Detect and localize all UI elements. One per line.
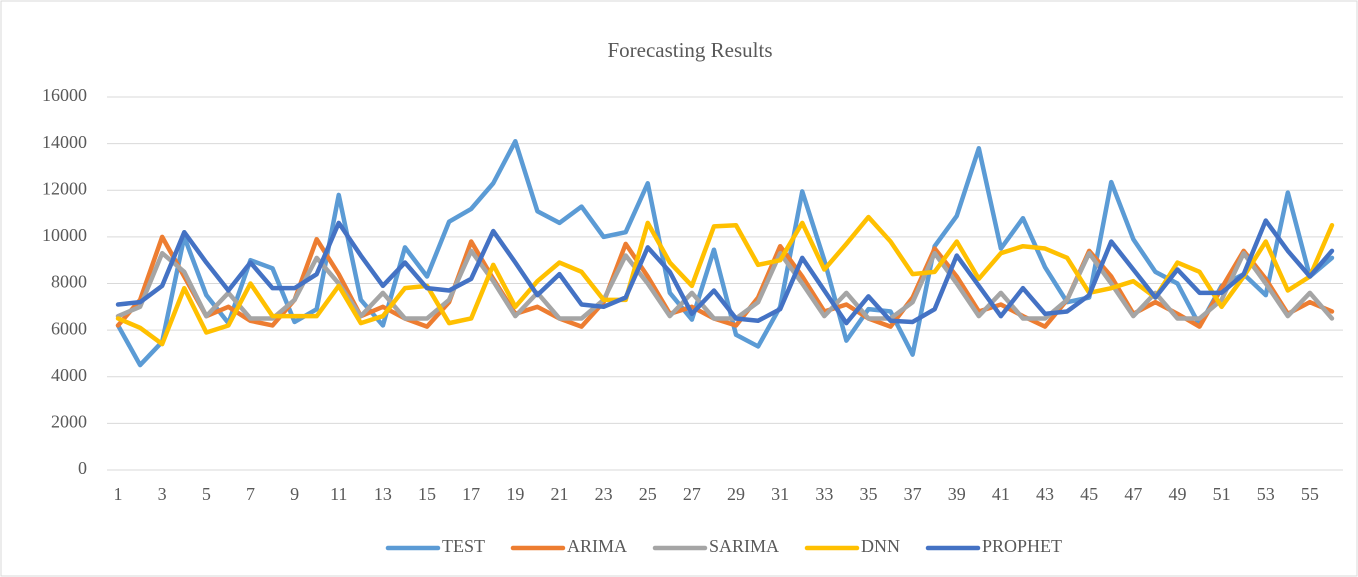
x-tick-label: 39 [948,484,966,504]
x-tick-label: 1 [114,484,123,504]
legend-label: DNN [861,536,900,556]
x-tick-label: 49 [1168,484,1186,504]
x-tick-label: 33 [815,484,833,504]
y-tick-label: 0 [78,458,87,478]
y-tick-label: 10000 [42,225,87,245]
x-tick-label: 51 [1213,484,1231,504]
x-tick-label: 27 [683,484,701,504]
y-tick-label: 14000 [42,132,87,152]
x-tick-label: 47 [1124,484,1142,504]
series-line [115,214,1335,347]
x-tick-label: 5 [202,484,211,504]
x-tick-label: 13 [374,484,392,504]
x-tick-label: 25 [639,484,657,504]
series-line [115,218,1335,326]
x-tick-label: 41 [992,484,1010,504]
y-tick-label: 8000 [51,272,87,292]
x-tick-label: 53 [1257,484,1275,504]
x-tick-label: 45 [1080,484,1098,504]
legend-label: ARIMA [567,536,627,556]
y-tick-label: 12000 [42,178,87,198]
y-tick-label: 16000 [42,85,87,105]
x-tick-label: 7 [246,484,255,504]
x-tick-label: 15 [418,484,436,504]
x-tick-label: 17 [462,484,480,504]
x-tick-label: 35 [859,484,877,504]
y-tick-label: 2000 [51,412,87,432]
x-tick-label: 11 [330,484,347,504]
x-tick-label: 55 [1301,484,1319,504]
y-tick-label: 4000 [51,365,87,385]
chart-title: Forecasting Results [607,38,772,62]
legend-label: TEST [442,536,485,556]
x-tick-label: 21 [550,484,568,504]
legend-label: PROPHET [982,536,1062,556]
series-line [115,139,1335,368]
x-tick-label: 29 [727,484,745,504]
x-tick-label: 19 [506,484,524,504]
x-tick-label: 37 [904,484,922,504]
legend-label: SARIMA [709,536,779,556]
y-tick-label: 6000 [51,318,87,338]
x-tick-label: 3 [158,484,167,504]
x-tick-label: 23 [595,484,613,504]
x-tick-label: 31 [771,484,789,504]
x-tick-label: 43 [1036,484,1054,504]
x-tick-label: 9 [290,484,299,504]
